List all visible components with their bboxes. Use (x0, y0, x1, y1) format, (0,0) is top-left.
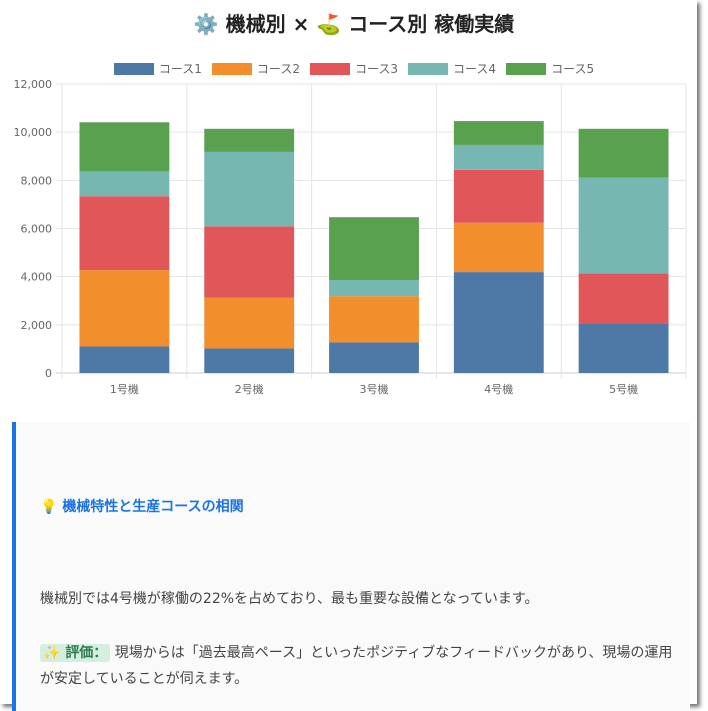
bar-segment (204, 128, 295, 152)
sparkles-icon: ✨ (43, 645, 61, 661)
y-tick-label: 6,000 (21, 223, 53, 236)
legend-swatch (211, 62, 252, 75)
bar-segment (204, 297, 295, 349)
evaluation-paragraph: ✨ 評価： 現場からは「過去最高ペース」といったポジティブなフィードバックがあり… (40, 640, 680, 692)
legend-item[interactable]: コース1 (113, 60, 202, 77)
x-tick-label: 3号機 (360, 382, 389, 396)
x-tick-label: 4号機 (484, 382, 513, 396)
y-tick-label: 10,000 (14, 126, 53, 139)
bar-segment (329, 280, 419, 297)
bar-segment (329, 342, 419, 373)
bar-segment (79, 171, 170, 197)
bar-segment (79, 346, 170, 373)
legend-item[interactable]: コース5 (506, 60, 594, 77)
x-tick-label: 5号機 (609, 382, 638, 396)
bar-segment (204, 226, 295, 298)
x-tick-label: 2号機 (235, 382, 264, 396)
title-part1: 機械別 × (225, 12, 310, 36)
lightbulb-icon: 💡 (40, 499, 58, 515)
legend-item[interactable]: コース4 (408, 60, 496, 77)
bar-segment (578, 177, 669, 274)
legend-label: コース1 (158, 62, 202, 76)
bar-segment (453, 222, 544, 273)
legend-swatch (309, 62, 350, 75)
y-tick-label: 8,000 (21, 174, 53, 187)
bar-segment (204, 348, 295, 373)
insight-paragraph: 機械別では4号機が稼働の22%を占めており、最も重要な設備となっています。 (40, 591, 539, 607)
stacked-bar-chart: 0 2,000 4,000 6,000 8,000 10,000 12,000 1号機 2号機 3… (14, 78, 687, 396)
legend-swatch (113, 62, 154, 75)
legend-label: コース5 (551, 62, 595, 76)
y-tick-label: 4,000 (21, 271, 53, 284)
bar-segment (578, 273, 669, 324)
bar-segment (204, 151, 295, 227)
insight-heading: 💡 機械特性と生産コースの相関 (40, 496, 244, 516)
evaluation-badge: ✨ 評価： (40, 644, 111, 662)
chart-title: ⚙️ 機械別 × ⛳ コース別 稼働実績 (0, 8, 708, 37)
gear-icon: ⚙️ (193, 12, 219, 36)
legend-item[interactable]: コース2 (211, 60, 300, 77)
y-tick-label: 12,000 (14, 78, 53, 91)
bar-segment (79, 122, 170, 172)
bar-segment (329, 296, 419, 343)
title-part2: コース別 稼働実績 (348, 12, 515, 36)
legend-label: コース2 (256, 62, 300, 76)
golf-flag-icon: ⛳ (316, 12, 342, 36)
insight-heading-text: 機械特性と生産コースの相関 (62, 499, 244, 515)
bar-segment (453, 169, 544, 223)
chart-legend: コース1 コース2 コース3 コース4 コース5 (0, 60, 708, 77)
evaluation-label: 評価： (65, 645, 108, 661)
bar-segment (578, 323, 669, 373)
insight-callout: 💡 機械特性と生産コースの相関 機械別では4号機が稼働の22%を占めており、最も… (12, 422, 690, 711)
y-tick-label: 2,000 (21, 319, 53, 332)
bar-segment (453, 144, 544, 170)
legend-label: コース3 (354, 62, 399, 76)
legend-item[interactable]: コース3 (309, 60, 399, 77)
y-tick-label: 0 (45, 367, 52, 380)
legend-swatch (408, 62, 449, 75)
x-tick-label: 1号機 (110, 382, 139, 396)
bar-segment (453, 121, 544, 145)
legend-swatch (506, 62, 547, 75)
bar-segment (329, 217, 419, 281)
bar-segment (79, 270, 170, 347)
evaluation-text: 現場からは「過去最高ペース」といったポジティブなフィードバックがあり、現場の運用… (40, 645, 673, 687)
bar-segment (453, 272, 544, 373)
legend-label: コース4 (453, 62, 497, 76)
bar-segment (578, 128, 669, 178)
report-card: ⚙️ 機械別 × ⛳ コース別 稼働実績 コース1 コース2 コース3 コース4 コース… (12, 12, 687, 711)
bar-segment (79, 196, 170, 271)
